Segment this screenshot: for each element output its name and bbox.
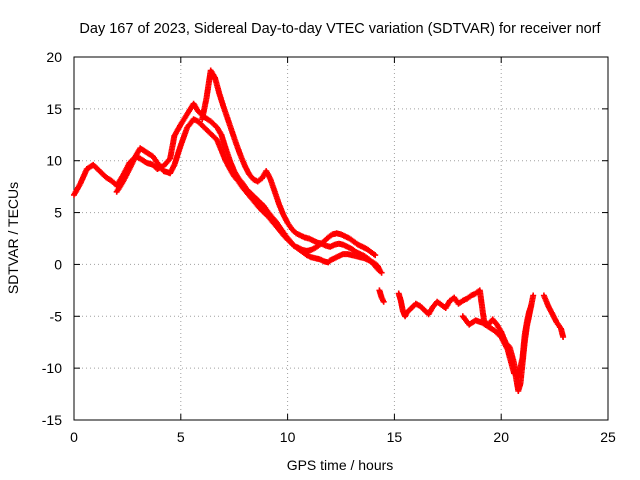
y-tick-label: 0: [54, 256, 62, 272]
data-points: [71, 67, 567, 394]
grid-lines: [74, 57, 608, 420]
data-point: [560, 334, 567, 340]
x-tick-label: 10: [280, 429, 296, 445]
y-tick-label: 20: [46, 49, 62, 65]
y-tick-label: 5: [54, 205, 62, 221]
y-tick-label: 15: [46, 101, 62, 117]
data-point: [378, 269, 385, 276]
chart-title: Day 167 of 2023, Sidereal Day-to-day VTE…: [79, 21, 601, 37]
data-point: [380, 298, 387, 305]
axis-ticks: 0 5 10 15 20 25 -15 -10 -5 0 5 10 15 20: [42, 49, 616, 445]
y-tick-label: -10: [42, 360, 62, 376]
x-tick-label: 25: [600, 429, 616, 445]
y-tick-label: 10: [46, 153, 62, 169]
x-tick-label: 20: [493, 429, 509, 445]
data-point: [530, 292, 537, 299]
data-point: [528, 302, 535, 309]
y-tick-label: -15: [42, 412, 62, 428]
y-axis-label: SDTVAR / TECUs: [5, 182, 21, 294]
x-tick-label: 5: [177, 429, 185, 445]
y-tick-label: -5: [50, 308, 63, 324]
x-tick-label: 0: [70, 429, 78, 445]
x-tick-label: 15: [387, 429, 403, 445]
plot-frame: [73, 56, 609, 421]
x-axis-label: GPS time / hours: [287, 457, 394, 473]
data-point: [372, 252, 379, 259]
